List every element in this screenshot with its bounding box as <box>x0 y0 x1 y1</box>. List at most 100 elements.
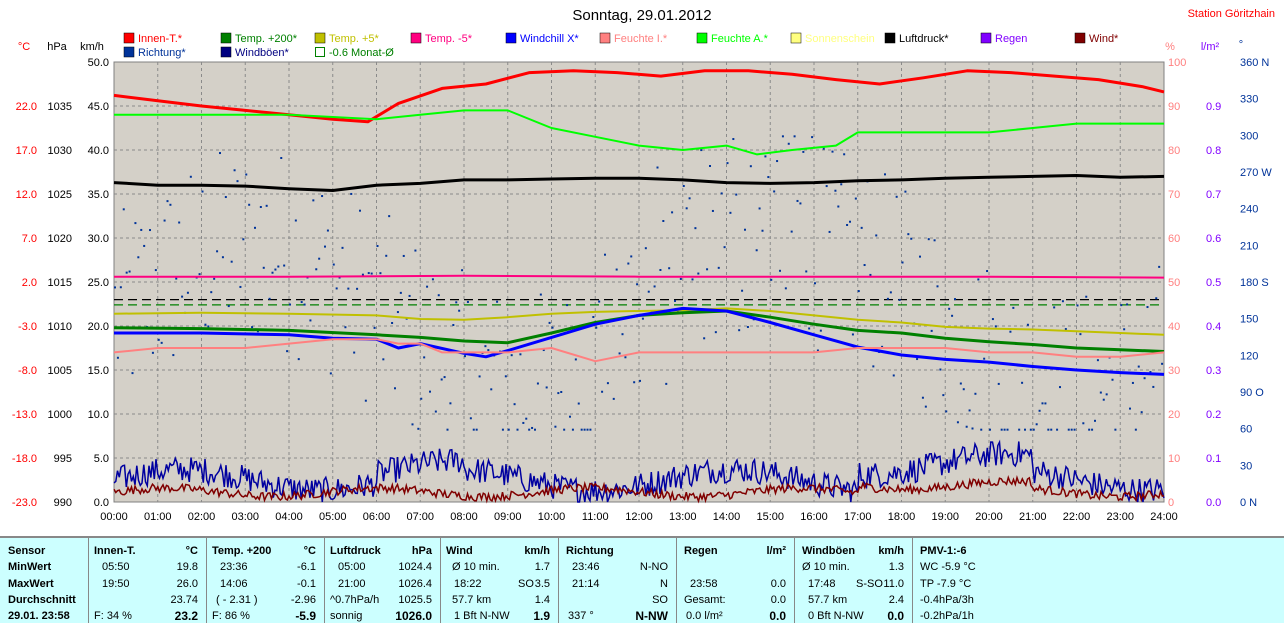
direction-point <box>936 285 939 288</box>
x-tick-label: 23:00 <box>1106 511 1134 523</box>
direction-point <box>513 403 516 406</box>
direction-point <box>151 351 154 354</box>
direction-point <box>991 318 994 321</box>
direction-point <box>335 287 338 290</box>
direction-tick-label: 210 <box>1240 240 1258 252</box>
direction-point <box>140 228 143 231</box>
temp-tick-label: 7.0 <box>22 233 37 245</box>
direction-point <box>586 428 589 431</box>
summary-unit: °C <box>185 545 198 557</box>
summary-cell: -6.1 <box>297 561 316 573</box>
direction-point <box>554 425 557 428</box>
direction-point <box>528 428 531 431</box>
direction-point <box>466 300 469 303</box>
direction-point <box>207 325 210 328</box>
direction-tick-label: 300 <box>1240 130 1258 142</box>
summary-cell: 337 ° <box>568 610 594 622</box>
direction-point <box>134 222 137 225</box>
summary-cell: 3.5 <box>534 578 550 590</box>
humidity-tick-label: 70 <box>1168 189 1180 201</box>
summary-col-temp200: Temp. +200 °C 23:36 -6.1 14:06 -0.1 ( - … <box>206 538 325 623</box>
direction-point <box>563 428 566 431</box>
legend-entry: Richtung* <box>123 46 186 59</box>
direction-point <box>706 268 709 271</box>
legend-label: Regen <box>995 33 1027 45</box>
direction-point <box>697 272 700 275</box>
direction-point <box>831 150 834 153</box>
direction-point <box>239 285 242 288</box>
legend-swatch <box>314 32 326 44</box>
direction-point <box>633 381 636 384</box>
direction-point <box>624 356 627 359</box>
direction-point <box>437 294 440 297</box>
direction-point <box>286 350 289 353</box>
direction-point <box>659 268 662 271</box>
summary-title: Temp. +200 <box>212 545 272 557</box>
direction-point <box>1012 306 1015 309</box>
wind-tick-label: 50.0 <box>88 57 109 69</box>
direction-point <box>440 378 443 381</box>
pressure-tick-label: 1025 <box>48 189 72 201</box>
rain-tick-label: 0.5 <box>1206 277 1221 289</box>
humidity-tick-label: 20 <box>1168 409 1180 421</box>
direction-point <box>408 294 411 297</box>
direction-point <box>128 270 131 273</box>
humidity-axis-label: % <box>1165 41 1175 53</box>
direction-point <box>186 291 189 294</box>
direction-point <box>204 323 207 326</box>
direction-point <box>837 205 840 208</box>
summary-cell: WC -5.9 °C <box>920 561 976 573</box>
series-line <box>114 274 1165 279</box>
direction-point <box>154 269 157 272</box>
direction-point <box>983 357 986 360</box>
temp-tick-label: -3.0 <box>18 321 37 333</box>
pressure-axis-label: hPa <box>47 41 67 53</box>
direction-point <box>1099 391 1102 394</box>
direction-point <box>805 270 808 273</box>
legend-entry: -0.6 Monat-Ø <box>315 47 394 59</box>
direction-point <box>930 329 933 332</box>
wind-tick-label: 20.0 <box>88 321 109 333</box>
summary-cell: 1.4 <box>534 594 550 606</box>
wind-line <box>113 475 1165 504</box>
summary-cell: 21:00 <box>338 578 366 590</box>
direction-point <box>711 209 714 212</box>
direction-point <box>469 417 472 420</box>
summary-title: Wind <box>446 545 473 557</box>
direction-point <box>309 319 312 322</box>
x-tick-label: 07:00 <box>406 511 434 523</box>
direction-point <box>321 195 324 198</box>
direction-point <box>420 397 423 400</box>
direction-point <box>245 173 248 176</box>
direction-point <box>1061 300 1064 303</box>
direction-tick-label: 270 W <box>1240 167 1272 179</box>
direction-point <box>531 426 534 429</box>
x-tick-label: 18:00 <box>888 511 916 523</box>
direction-point <box>773 190 776 193</box>
humidity-tick-label: 30 <box>1168 365 1180 377</box>
direction-point <box>741 289 744 292</box>
legend-swatch <box>790 32 802 44</box>
direction-point <box>954 298 956 301</box>
summary-cell: 21:14 <box>572 578 600 590</box>
direction-tick-label: 180 S <box>1240 277 1269 289</box>
direction-point <box>916 358 919 361</box>
summary-cell: 26.0 <box>176 578 198 590</box>
legend-swatch <box>315 47 325 57</box>
direction-point <box>1076 304 1079 307</box>
direction-point <box>793 135 796 138</box>
direction-point <box>391 321 394 324</box>
summary-cell: -0.2hPa/1h <box>920 610 974 622</box>
direction-point <box>787 142 790 145</box>
direction-point <box>504 375 507 378</box>
direction-point <box>764 155 767 158</box>
humidity-tick-label: 0 <box>1168 497 1174 509</box>
direction-point <box>679 277 682 280</box>
temp-tick-label: -23.0 <box>12 497 37 509</box>
direction-point <box>472 428 475 431</box>
rain-tick-label: 0.9 <box>1206 101 1221 113</box>
station-name: Station Göritzhain <box>1188 8 1275 20</box>
direction-point <box>181 295 184 298</box>
summary-col-richtung: Richtung 23:46 N-NO 21:14 N SO 337 ° N-N… <box>558 538 677 623</box>
direction-point <box>262 266 265 269</box>
